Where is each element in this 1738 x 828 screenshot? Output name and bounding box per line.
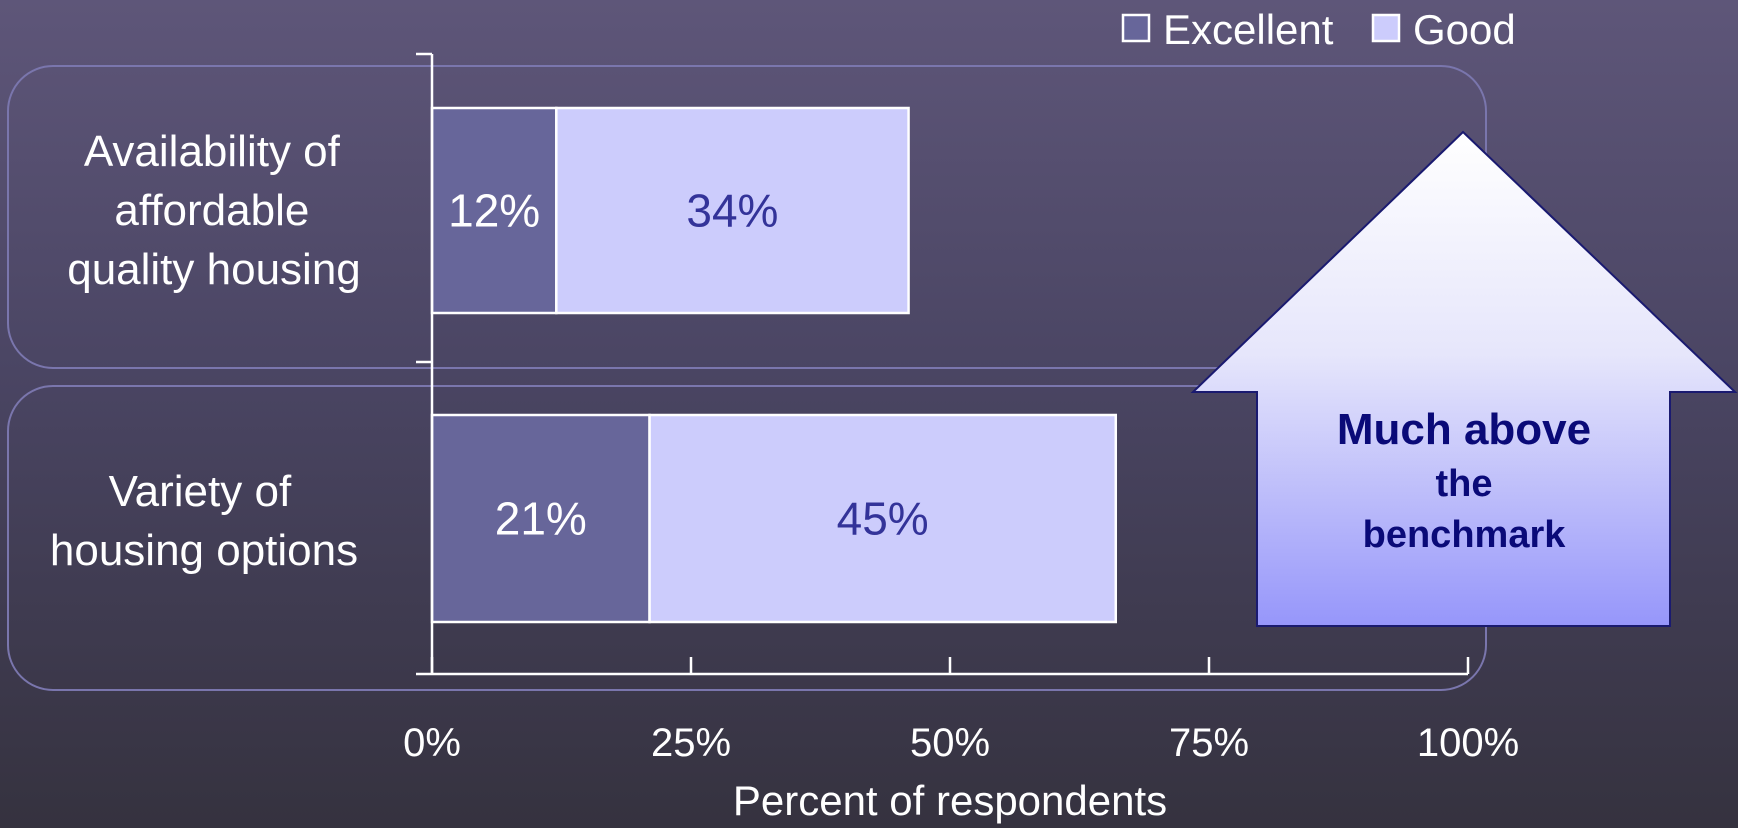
bars-group: 12% 34% 21% 45% (430, 106, 1118, 624)
x-tick-label-0: 0% (403, 721, 461, 765)
category-label-2-line-1: Variety of (109, 467, 292, 516)
bar-excellent-2 (430, 413, 651, 624)
data-label-excellent-2: 21% (495, 493, 587, 545)
callout-line-2: the (1436, 463, 1493, 505)
category-label-2: Variety of housing options (50, 467, 358, 575)
callout-line-1: Much above (1337, 405, 1591, 454)
category-label-1-line-2: affordable (114, 186, 309, 235)
category-label-2-line-2: housing options (50, 526, 358, 575)
category-label-1: Availability of affordable quality housi… (67, 127, 361, 294)
data-label-good-1: 34% (686, 185, 778, 237)
up-arrow-shape (1190, 130, 1738, 627)
data-label-good-2: 45% (837, 493, 929, 545)
legend-label-good: Good (1413, 6, 1516, 53)
axes-group: 0% 25% 50% 75% 100% (403, 52, 1519, 765)
bar-excellent-1 (430, 106, 558, 315)
bar-good-2 (648, 413, 1118, 624)
bar-good-1 (555, 106, 910, 315)
legend-label-excellent: Excellent (1163, 6, 1334, 53)
category-label-1-line-3: quality housing (67, 245, 361, 294)
x-tick-label-50: 50% (910, 721, 990, 765)
x-axis-title: Percent of respondents (733, 777, 1167, 824)
legend: Excellent Good (1121, 6, 1516, 53)
callout-line-3: benchmark (1363, 514, 1567, 556)
category-label-1-line-1: Availability of (84, 127, 341, 176)
legend-swatch-good (1371, 13, 1401, 43)
x-tick-label-75: 75% (1169, 721, 1249, 765)
legend-swatch-excellent (1121, 13, 1151, 43)
benchmark-callout: Much above the benchmark (1190, 130, 1738, 627)
x-tick-label-100: 100% (1417, 721, 1519, 765)
x-tick-label-25: 25% (651, 721, 731, 765)
data-label-excellent-1: 12% (448, 185, 540, 237)
